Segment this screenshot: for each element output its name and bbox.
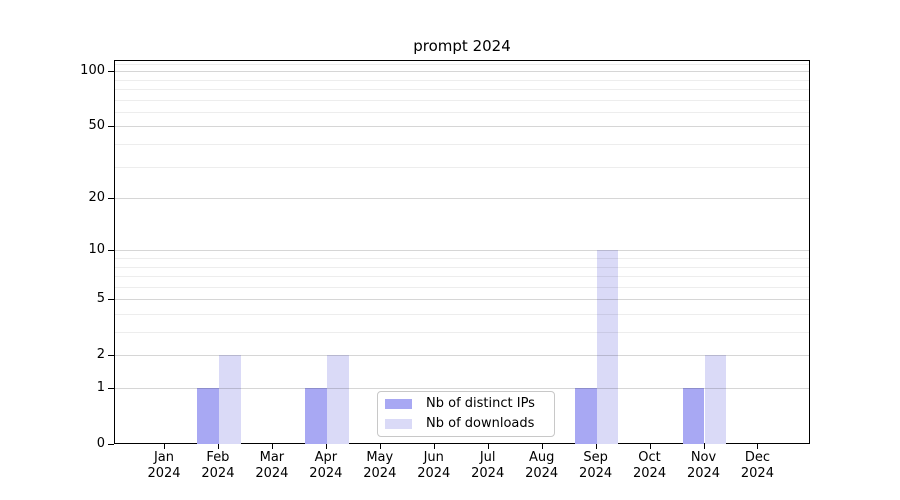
gridline-major [115,355,809,357]
y-tick-mark [108,198,114,200]
chart-title: prompt 2024 [413,37,511,55]
x-tick-label: Apr 2024 [309,450,343,481]
y-tick-mark [108,444,114,445]
x-tick-label: Jan 2024 [147,450,181,481]
gridline-minor [115,166,809,168]
gridline-minor [115,266,809,268]
gridline-minor [115,276,809,278]
y-tick-mark [108,250,114,252]
y-tick-mark [108,126,114,128]
x-tick-label: Oct 2024 [633,450,667,481]
gridline-minor [115,89,809,90]
gridline-minor [115,286,809,288]
legend: Nb of distinct IPs Nb of downloads [377,391,555,437]
gridline-minor [115,111,809,113]
x-tick-label: May 2024 [363,450,397,481]
gridline-minor [115,99,809,101]
gridline-minor [115,332,809,333]
y-tick-label: 10 [88,242,105,258]
y-tick-label: 50 [88,118,105,134]
legend-swatch-downloads [385,419,412,429]
x-tick-mark [164,444,165,449]
bar-nov-distinct-ips [682,388,705,444]
gridline-major [115,299,809,301]
gridline-minor [115,313,809,315]
x-tick-mark [217,444,219,449]
x-tick-label: Feb 2024 [201,450,235,481]
gridline-major [115,71,809,73]
y-tick-label: 1 [96,380,105,395]
y-tick-mark [108,388,114,389]
y-tick-label: 5 [96,291,105,307]
gridline-major [115,388,809,389]
y-tick-mark [108,355,114,357]
gridline-minor [115,63,809,65]
bar-feb-distinct-ips [197,388,219,444]
legend-item-downloads: Nb of downloads [385,416,554,432]
y-tick-label: 0 [96,436,105,451]
x-tick-mark [271,444,273,449]
x-tick-mark [325,444,327,449]
bar-nov-downloads [704,355,727,444]
y-tick-label: 100 [80,63,105,79]
x-tick-label: Jul 2024 [471,450,505,481]
legend-label-downloads: Nb of downloads [426,416,535,431]
legend-label-distinct-ips: Nb of distinct IPs [426,396,535,411]
bar-apr-distinct-ips [305,388,327,444]
x-tick-mark [487,444,489,449]
bar-sep-downloads [596,250,619,444]
x-tick-mark [757,444,759,449]
y-tick-label: 20 [88,190,105,206]
y-tick-label: 2 [96,347,105,363]
x-tick-label: Dec 2024 [740,450,774,481]
x-tick-mark [379,444,381,449]
gridline-minor [115,79,809,81]
gridline-minor [115,257,809,259]
bar-feb-downloads [218,355,241,444]
x-tick-mark [703,444,705,449]
gridline-major [115,126,809,128]
x-tick-label: Nov 2024 [686,450,721,481]
x-tick-label: Jun 2024 [417,450,451,481]
gridline-major [115,250,809,252]
legend-item-distinct-ips: Nb of distinct IPs [385,396,554,412]
gridline-minor [115,144,809,145]
legend-swatch-distinct-ips [385,399,412,409]
y-tick-mark [108,71,114,73]
bar-apr-downloads [326,355,349,444]
x-tick-mark [649,444,651,449]
plot-area [114,60,810,444]
y-tick-mark [108,299,114,301]
x-tick-mark [433,444,435,449]
x-tick-mark [541,444,543,449]
bar-sep-distinct-ips [574,388,597,444]
x-tick-label: Sep 2024 [579,450,613,481]
x-tick-mark [595,444,597,449]
x-tick-label: Aug 2024 [525,450,559,481]
x-tick-label: Mar 2024 [255,450,289,481]
gridline-major [115,198,809,200]
